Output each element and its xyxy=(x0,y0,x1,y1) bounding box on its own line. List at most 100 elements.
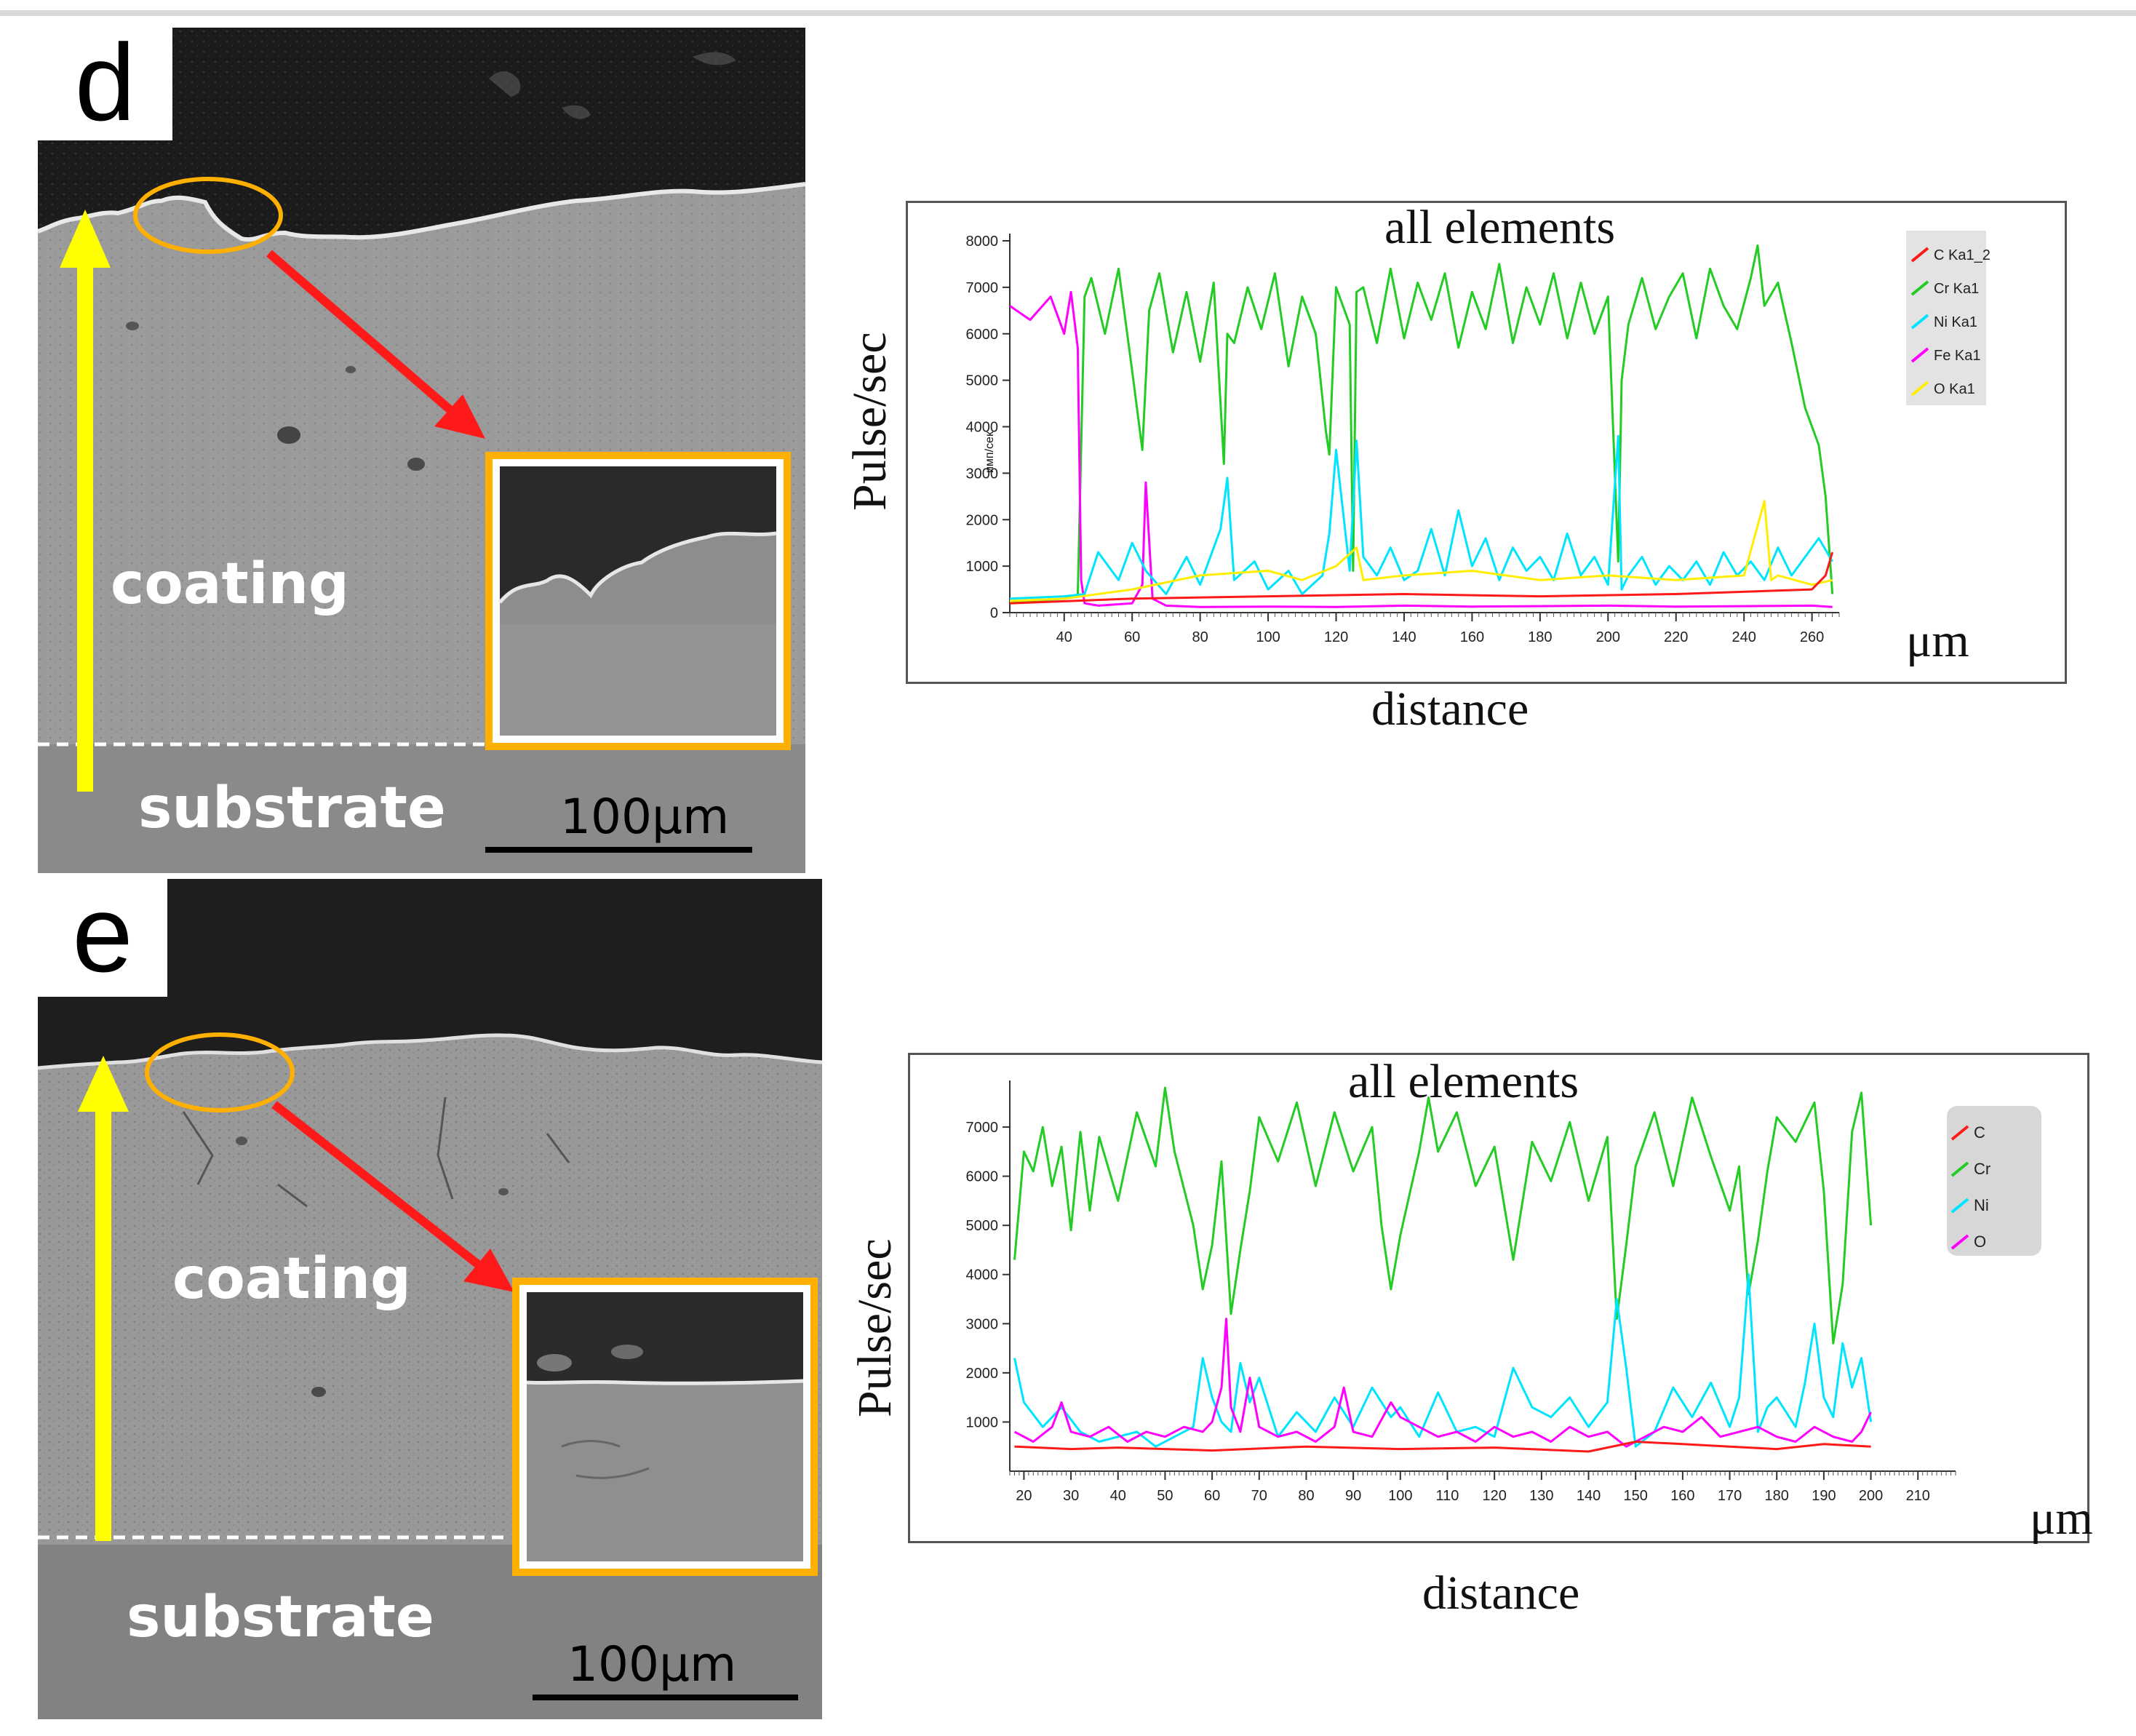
legend-label: Fe Ka1 xyxy=(1934,348,1980,364)
page-top-border xyxy=(0,10,2136,16)
legend-label: Cr xyxy=(1974,1160,1990,1178)
x-tick-label: 20 xyxy=(1016,1488,1032,1504)
legend-label: Cr Ka1 xyxy=(1934,281,1979,297)
chart-ylabel: Pulse/sec xyxy=(848,1238,901,1417)
coating-surface-edge xyxy=(38,1033,822,1070)
arrow-diag-head xyxy=(463,1249,514,1292)
chart-d-svg: 0 1000 2000 3000 4000 5000 6000 7000 8000 40 60 80 1… xyxy=(966,231,1990,645)
substrate-label: substrate xyxy=(138,776,446,841)
x-tick-label: 40 xyxy=(1110,1488,1126,1504)
legend-swatch xyxy=(1910,347,1929,363)
arrow-up-head xyxy=(78,1056,129,1112)
y-tick-label: 5000 xyxy=(966,373,999,389)
legend-label: C xyxy=(1974,1123,1985,1142)
chart-xunit: μm xyxy=(1906,614,1969,667)
y-tick-label: 2000 xyxy=(966,1366,999,1382)
y-tick-label: 1000 xyxy=(966,1414,999,1430)
coating-label: coating xyxy=(111,552,349,617)
substrate-label: substrate xyxy=(127,1585,434,1650)
x-tick-label: 90 xyxy=(1345,1488,1361,1504)
mount-resin-region xyxy=(38,879,822,1068)
x-tick-label: 180 xyxy=(1528,629,1552,645)
x-tick-label: 210 xyxy=(1906,1488,1930,1504)
series-line-c xyxy=(1014,1441,1871,1453)
sem-micrograph-d xyxy=(38,28,805,873)
chart-title: all elements xyxy=(1384,201,1616,254)
series-line-o-ka1 xyxy=(1009,500,1833,602)
legend-label: O Ka1 xyxy=(1934,381,1975,397)
legend-swatch xyxy=(1910,280,1929,296)
arrow-diag-shaft xyxy=(271,1101,490,1275)
x-tick-label: 240 xyxy=(1731,629,1756,645)
x-tick-label: 150 xyxy=(1624,1488,1648,1504)
series-line-o xyxy=(1013,1318,1872,1448)
series-line-ni-ka1 xyxy=(1009,434,1833,600)
scale-bar-label: 100μm xyxy=(560,789,730,845)
arrow-diag-shaft xyxy=(266,250,461,421)
eds-linescan-chart-e xyxy=(908,1053,2089,1543)
x-tick-label: 130 xyxy=(1529,1488,1553,1504)
highlight-ellipse xyxy=(133,177,283,254)
y-tick-label: 0 xyxy=(990,605,998,621)
x-tick-label: 80 xyxy=(1192,629,1208,645)
legend-label: Ni xyxy=(1974,1196,1989,1214)
x-tick-label: 160 xyxy=(1460,629,1484,645)
x-tick-label: 260 xyxy=(1800,629,1824,645)
x-tick-label: 160 xyxy=(1670,1488,1694,1504)
legend-swatch xyxy=(1950,1161,1969,1177)
x-tick-label: 180 xyxy=(1765,1488,1789,1504)
legend-label: Ni Ka1 xyxy=(1934,314,1977,330)
chart-xlabel: distance xyxy=(1371,682,1529,736)
series-line-ni xyxy=(1013,1273,1873,1448)
x-tick-label: 80 xyxy=(1298,1488,1314,1504)
x-tick-label: 170 xyxy=(1718,1488,1742,1504)
chart-legend: C Ka1_2 Cr Ka1 Ni Ka1 Fe Ka1 O Ka1 xyxy=(1906,231,1990,405)
coating-surface-edge xyxy=(38,182,805,242)
y-tick-label: 2000 xyxy=(966,512,999,528)
legend-swatch xyxy=(1950,1198,1969,1214)
y-tick-label: 3000 xyxy=(966,466,999,482)
x-tick-label: 220 xyxy=(1664,629,1688,645)
x-tick-label: 200 xyxy=(1596,629,1620,645)
chart-xlabel: distance xyxy=(1422,1566,1580,1620)
y-tick-label: 8000 xyxy=(966,234,999,250)
x-tick-label: 70 xyxy=(1251,1488,1267,1504)
inset-zoom-d xyxy=(485,452,791,750)
sem-micrograph-e xyxy=(38,879,822,1719)
x-tick-label: 50 xyxy=(1157,1488,1173,1504)
series-line-cr-ka1 xyxy=(1009,244,1834,605)
x-tick-label: 100 xyxy=(1256,629,1280,645)
series-line-cr xyxy=(1013,1086,1873,1345)
chart-ylabel-small: имп/сек xyxy=(984,431,996,473)
arrow-up-head xyxy=(60,210,111,268)
x-tick-label: 120 xyxy=(1324,629,1348,645)
y-tick-label: 4000 xyxy=(966,420,999,436)
chart-ylabel: Pulse/sec xyxy=(843,332,896,511)
x-tick-label: 60 xyxy=(1204,1488,1220,1504)
x-tick-label: 40 xyxy=(1056,629,1072,645)
x-tick-label: 60 xyxy=(1124,629,1140,645)
legend-swatch xyxy=(1950,1234,1969,1250)
y-tick-label: 6000 xyxy=(966,327,999,343)
chart-title: all elements xyxy=(1348,1055,1579,1108)
chart-xunit: μm xyxy=(2030,1492,2093,1545)
x-tick-label: 190 xyxy=(1812,1488,1836,1504)
x-tick-label: 100 xyxy=(1388,1488,1412,1504)
legend-label: C Ka1_2 xyxy=(1934,247,1990,263)
x-tick-label: 200 xyxy=(1859,1488,1883,1504)
x-tick-label: 110 xyxy=(1436,1488,1459,1504)
y-tick-label: 4000 xyxy=(966,1267,999,1283)
highlight-ellipse xyxy=(145,1032,295,1112)
sem-image-panel-e: e coating substrate 100μm xyxy=(38,879,822,1719)
chart-e-svg: 1000 2000 3000 4000 5000 6000 7000 20 30 40 50 60 70… xyxy=(966,1080,2041,1504)
legend-label: O xyxy=(1974,1233,1986,1251)
series-line-c-ka1-2 xyxy=(1009,552,1834,605)
x-tick-label: 140 xyxy=(1392,629,1416,645)
arrow-diag-head xyxy=(434,394,485,439)
x-tick-label: 140 xyxy=(1577,1488,1601,1504)
y-tick-label: 3000 xyxy=(966,1316,999,1332)
y-tick-label: 5000 xyxy=(966,1218,999,1234)
inset-zoom-e xyxy=(512,1278,818,1576)
eds-linescan-chart-d xyxy=(906,201,2067,684)
panel-letter-d: d xyxy=(38,28,172,140)
